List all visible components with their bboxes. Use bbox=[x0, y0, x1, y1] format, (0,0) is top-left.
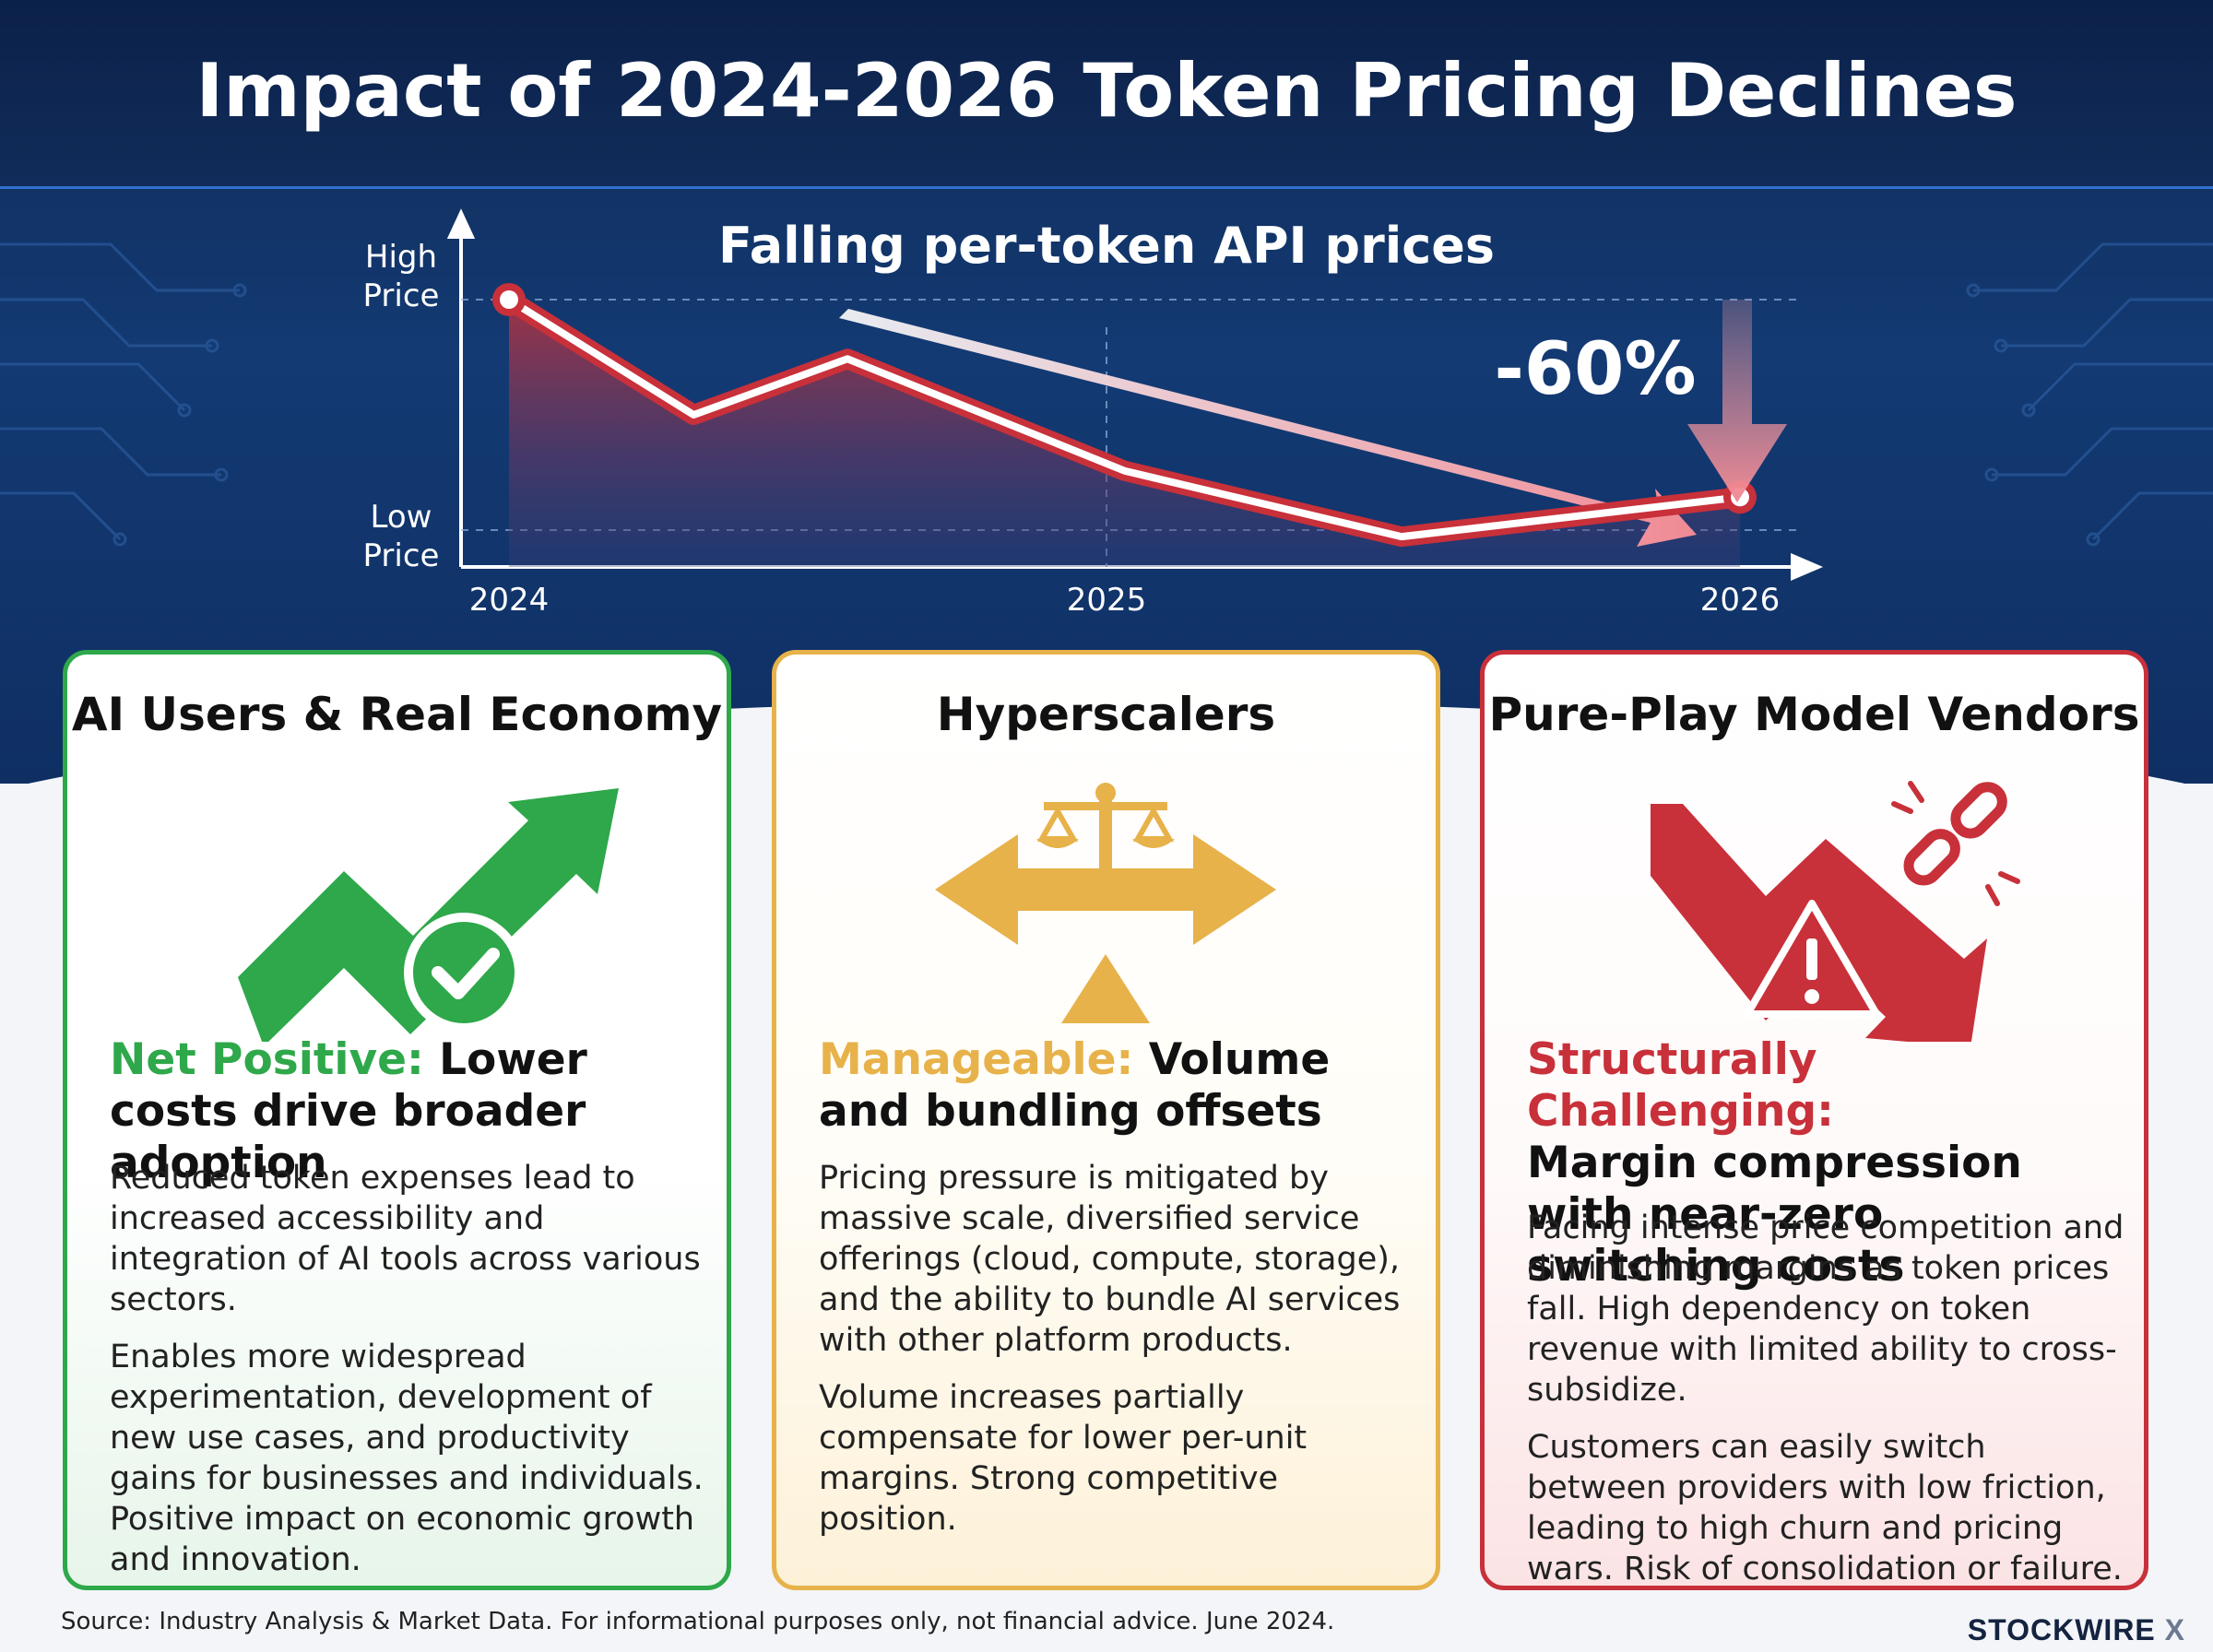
trend-arrow bbox=[839, 309, 1697, 547]
card-body: Reduced token expenses lead to increased… bbox=[110, 1158, 709, 1586]
start-point-center bbox=[500, 290, 518, 309]
y-high-label-line2: Price bbox=[363, 277, 440, 314]
circuit-decoration-right bbox=[1966, 242, 2213, 547]
card-model-vendors: Pure-Play Model Vendors Structurally Cha… bbox=[1480, 650, 2148, 1590]
brand-logo: STOCKWIRE X bbox=[1968, 1613, 2185, 1647]
change-label: -60% bbox=[1494, 328, 1696, 411]
brand-x: X bbox=[2164, 1613, 2185, 1646]
x-tick-2025: 2025 bbox=[1067, 582, 1147, 619]
card-paragraph: Facing intense price competition and dim… bbox=[1527, 1210, 2124, 1409]
price-area bbox=[509, 300, 1740, 567]
card-title: Hyperscalers bbox=[936, 688, 1276, 741]
circuit-decoration-left bbox=[0, 242, 247, 547]
card-paragraph: Pricing pressure is mitigated by massive… bbox=[819, 1160, 1401, 1359]
balance-scale-icon bbox=[935, 783, 1276, 1023]
source-note: Source: Industry Analysis & Market Data.… bbox=[61, 1608, 1335, 1635]
verdict: Net Positive: Lower costs drive broader … bbox=[110, 1034, 700, 1189]
verdict-text: Margin compression with near-zero switch… bbox=[1527, 1138, 2022, 1292]
trend-down-warning-icon bbox=[1651, 781, 2020, 1042]
brand-name: STOCKWIRE bbox=[1967, 1613, 2156, 1646]
verdict-text: Lower costs drive broader adoption bbox=[110, 1034, 587, 1188]
y-low-label-line1: Low bbox=[371, 499, 432, 536]
card-paragraph: Reduced token expenses lead to increased… bbox=[110, 1160, 701, 1318]
card-ai-users: AI Users & Real Economy Net Positive: Lo… bbox=[63, 650, 731, 1590]
x-tick-2026: 2026 bbox=[1700, 582, 1781, 619]
verdict-text: Volume and bundling offsets bbox=[819, 1034, 1331, 1137]
card-paragraph: Volume increases partially compensate fo… bbox=[819, 1379, 1308, 1538]
page-title: Impact of 2024-2026 Token Pricing Declin… bbox=[195, 48, 2018, 134]
card-hyperscalers: Hyperscalers Manageable: Volume and bund… bbox=[772, 650, 1440, 1590]
chart-marks bbox=[492, 283, 1787, 567]
card-paragraph: Enables more widespread experimentation,… bbox=[110, 1339, 704, 1497]
card-body: Pricing pressure is mitigated by massive… bbox=[819, 1158, 1418, 1556]
card-title: AI Users & Real Economy bbox=[71, 688, 723, 741]
x-tick-2024: 2024 bbox=[469, 582, 550, 619]
title-band: Impact of 2024-2026 Token Pricing Declin… bbox=[0, 0, 2213, 189]
decline-arrow bbox=[1687, 300, 1787, 502]
card-body: Facing intense price competition and dim… bbox=[1527, 1208, 2126, 1587]
card-title: Pure-Play Model Vendors bbox=[1488, 688, 2140, 741]
broken-link-icon bbox=[1903, 782, 2007, 886]
card-paragraph: Positive impact on economic growth and i… bbox=[110, 1501, 695, 1578]
verdict: Structurally Challenging: Margin compress… bbox=[1527, 1034, 2117, 1292]
verdict-label: Net Positive: bbox=[110, 1034, 424, 1085]
card-paragraph: Customers can easily switch between prov… bbox=[1527, 1429, 2123, 1587]
verdict-label: Manageable: bbox=[819, 1034, 1134, 1085]
verdict-label: Structurally Challenging: bbox=[1527, 1034, 1834, 1137]
price-chart: Falling per-token API prices High Price … bbox=[0, 208, 2213, 619]
verdict: Manageable: Volume and bundling offsets bbox=[819, 1034, 1409, 1138]
series-line-inner bbox=[505, 296, 1744, 541]
y-low-label-line2: Price bbox=[363, 537, 440, 574]
trend-up-check-icon bbox=[238, 788, 619, 1042]
y-high-label-line1: High bbox=[365, 239, 437, 276]
chart-title: Falling per-token API prices bbox=[718, 217, 1495, 275]
